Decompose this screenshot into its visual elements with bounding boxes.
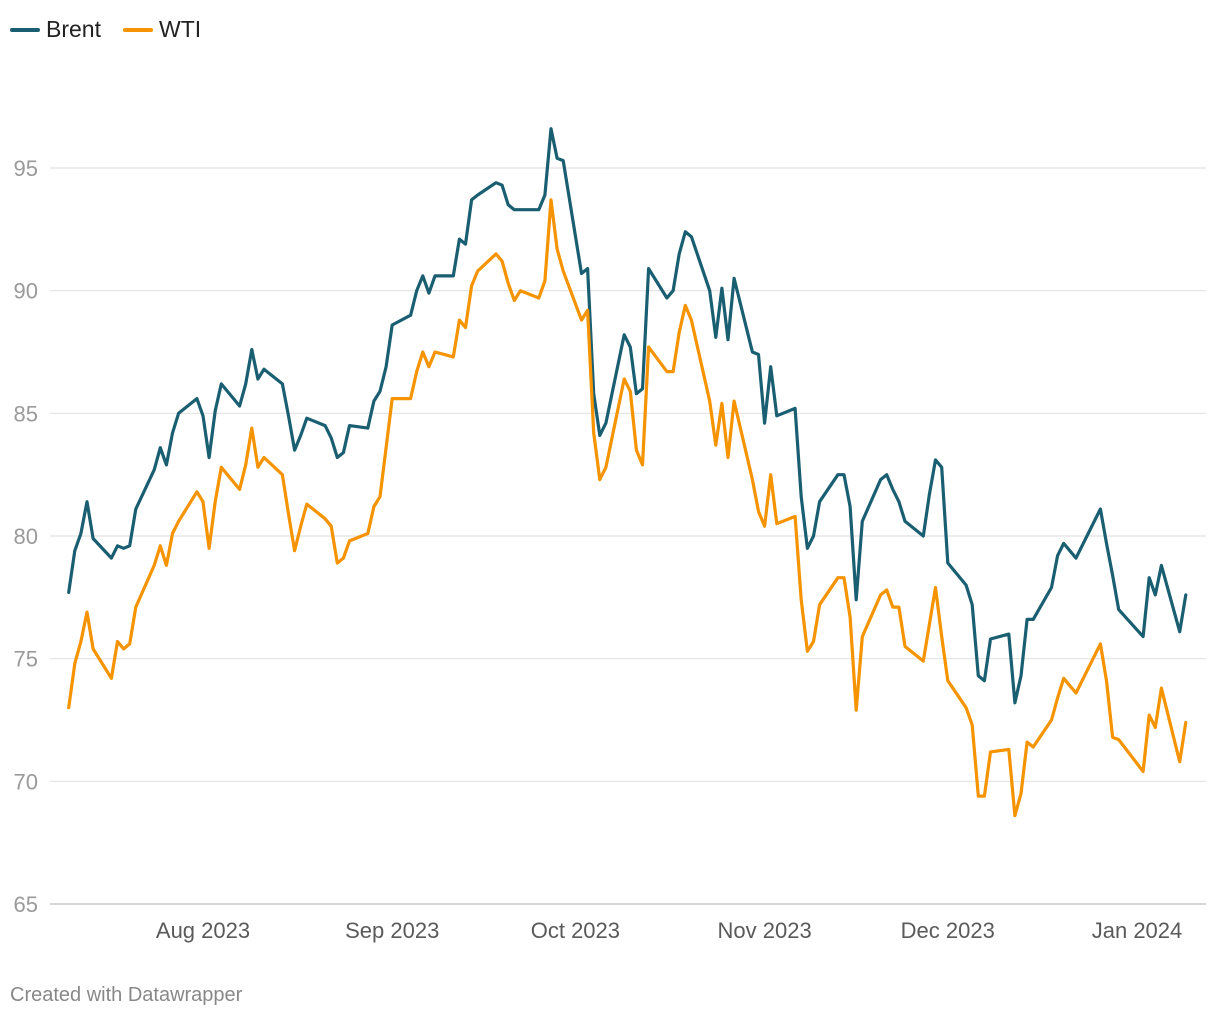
x-tick-label-1: Sep 2023 — [345, 918, 439, 943]
x-axis-ticks: Aug 2023 Sep 2023 Oct 2023 Nov 2023 Dec 2023… — [156, 918, 1182, 943]
legend-item-wti: WTI — [122, 16, 202, 43]
y-tick-label-65: 65 — [14, 892, 38, 917]
series-line-wti — [67, 198, 1188, 818]
x-tick-label-3: Nov 2023 — [718, 918, 812, 943]
x-tick-label-5: Jan 2024 — [1092, 918, 1183, 943]
credit-footer: Created with Datawrapper — [10, 984, 243, 1006]
x-tick-label-4: Dec 2023 — [901, 918, 995, 943]
legend-label-brent: Brent — [46, 16, 101, 42]
y-tick-label-85: 85 — [14, 401, 38, 426]
chart-legend: Brent WTI — [10, 16, 201, 43]
line-chart: 65 70 75 80 85 90 95 Aug 2023 Sep 2023 Oct 2023 N… — [14, 127, 1206, 943]
y-tick-label-95: 95 — [14, 156, 38, 181]
y-tick-label-80: 80 — [14, 524, 38, 549]
series-lines — [67, 127, 1188, 818]
x-tick-label-0: Aug 2023 — [156, 918, 250, 943]
y-tick-label-70: 70 — [14, 769, 38, 794]
legend-label-wti: WTI — [158, 16, 202, 42]
y-tick-label-90: 90 — [14, 279, 38, 304]
x-tick-label-2: Oct 2023 — [531, 918, 620, 943]
y-tick-label-75: 75 — [14, 647, 38, 672]
legend-swatch-brent — [10, 27, 40, 32]
y-axis-ticks: 65 70 75 80 85 90 95 — [14, 156, 38, 917]
legend-item-brent: Brent — [10, 16, 101, 43]
series-line-brent — [67, 127, 1188, 705]
gridlines — [50, 167, 1206, 905]
legend-swatch-wti — [122, 27, 153, 32]
